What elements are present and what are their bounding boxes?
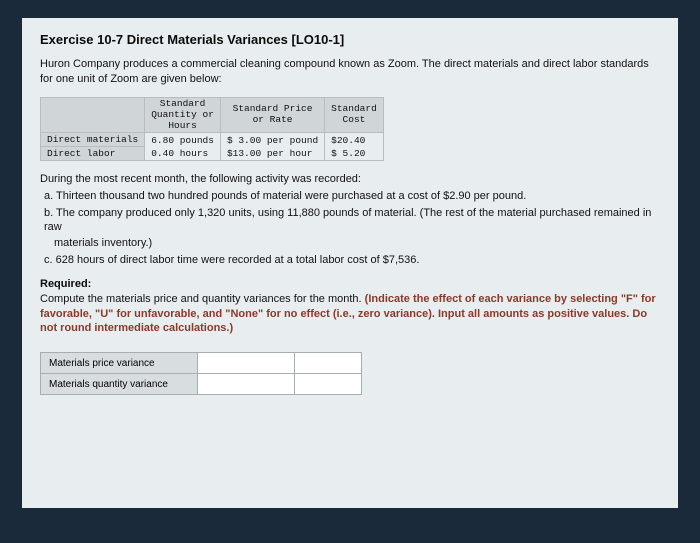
list-item: materials inventory.) bbox=[40, 236, 660, 250]
hdr-blank bbox=[41, 97, 145, 133]
row-label: Direct materials bbox=[41, 133, 145, 147]
hdr-cost: Standard Cost bbox=[325, 97, 384, 133]
table-row: Direct materials 6.80 pounds $ 3.00 per … bbox=[41, 133, 384, 147]
exercise-title: Exercise 10-7 Direct Materials Variances… bbox=[40, 32, 660, 47]
required-label: Required: bbox=[40, 278, 91, 290]
table-row: Materials price variance bbox=[41, 353, 362, 374]
standards-table: Standard Quantity or Hours Standard Pric… bbox=[40, 97, 384, 162]
row-qty: 6.80 pounds bbox=[145, 133, 221, 147]
table-row: Direct labor 0.40 hours $13.00 per hour … bbox=[41, 147, 384, 161]
answer-effect-input[interactable] bbox=[295, 374, 362, 395]
table-row: Materials quantity variance bbox=[41, 374, 362, 395]
answer-label: Materials price variance bbox=[41, 353, 198, 374]
list-item: c. 628 hours of direct labor time were r… bbox=[40, 253, 660, 267]
hdr-qty: Standard Quantity or Hours bbox=[145, 97, 221, 133]
answer-table: Materials price variance Materials quant… bbox=[40, 352, 362, 395]
required-block: Required: Compute the materials price an… bbox=[40, 277, 660, 336]
list-item: b. The company produced only 1,320 units… bbox=[40, 206, 660, 235]
hdr-rate: Standard Price or Rate bbox=[220, 97, 324, 133]
during-text: During the most recent month, the follow… bbox=[40, 173, 660, 185]
list-item: a. Thirteen thousand two hundred pounds … bbox=[40, 189, 660, 203]
row-qty: 0.40 hours bbox=[145, 147, 221, 161]
answer-amount-input[interactable] bbox=[198, 374, 295, 395]
page: Exercise 10-7 Direct Materials Variances… bbox=[22, 18, 678, 508]
row-label: Direct labor bbox=[41, 147, 145, 161]
answer-effect-input[interactable] bbox=[295, 353, 362, 374]
intro-text: Huron Company produces a commercial clea… bbox=[40, 57, 660, 87]
answer-amount-input[interactable] bbox=[198, 353, 295, 374]
row-cost: $ 5.20 bbox=[325, 147, 384, 161]
row-rate: $ 3.00 per pound bbox=[220, 133, 324, 147]
answer-label: Materials quantity variance bbox=[41, 374, 198, 395]
required-text: Compute the materials price and quantity… bbox=[40, 293, 365, 305]
row-cost: $20.40 bbox=[325, 133, 384, 147]
row-rate: $13.00 per hour bbox=[220, 147, 324, 161]
activity-list: a. Thirteen thousand two hundred pounds … bbox=[40, 189, 660, 266]
